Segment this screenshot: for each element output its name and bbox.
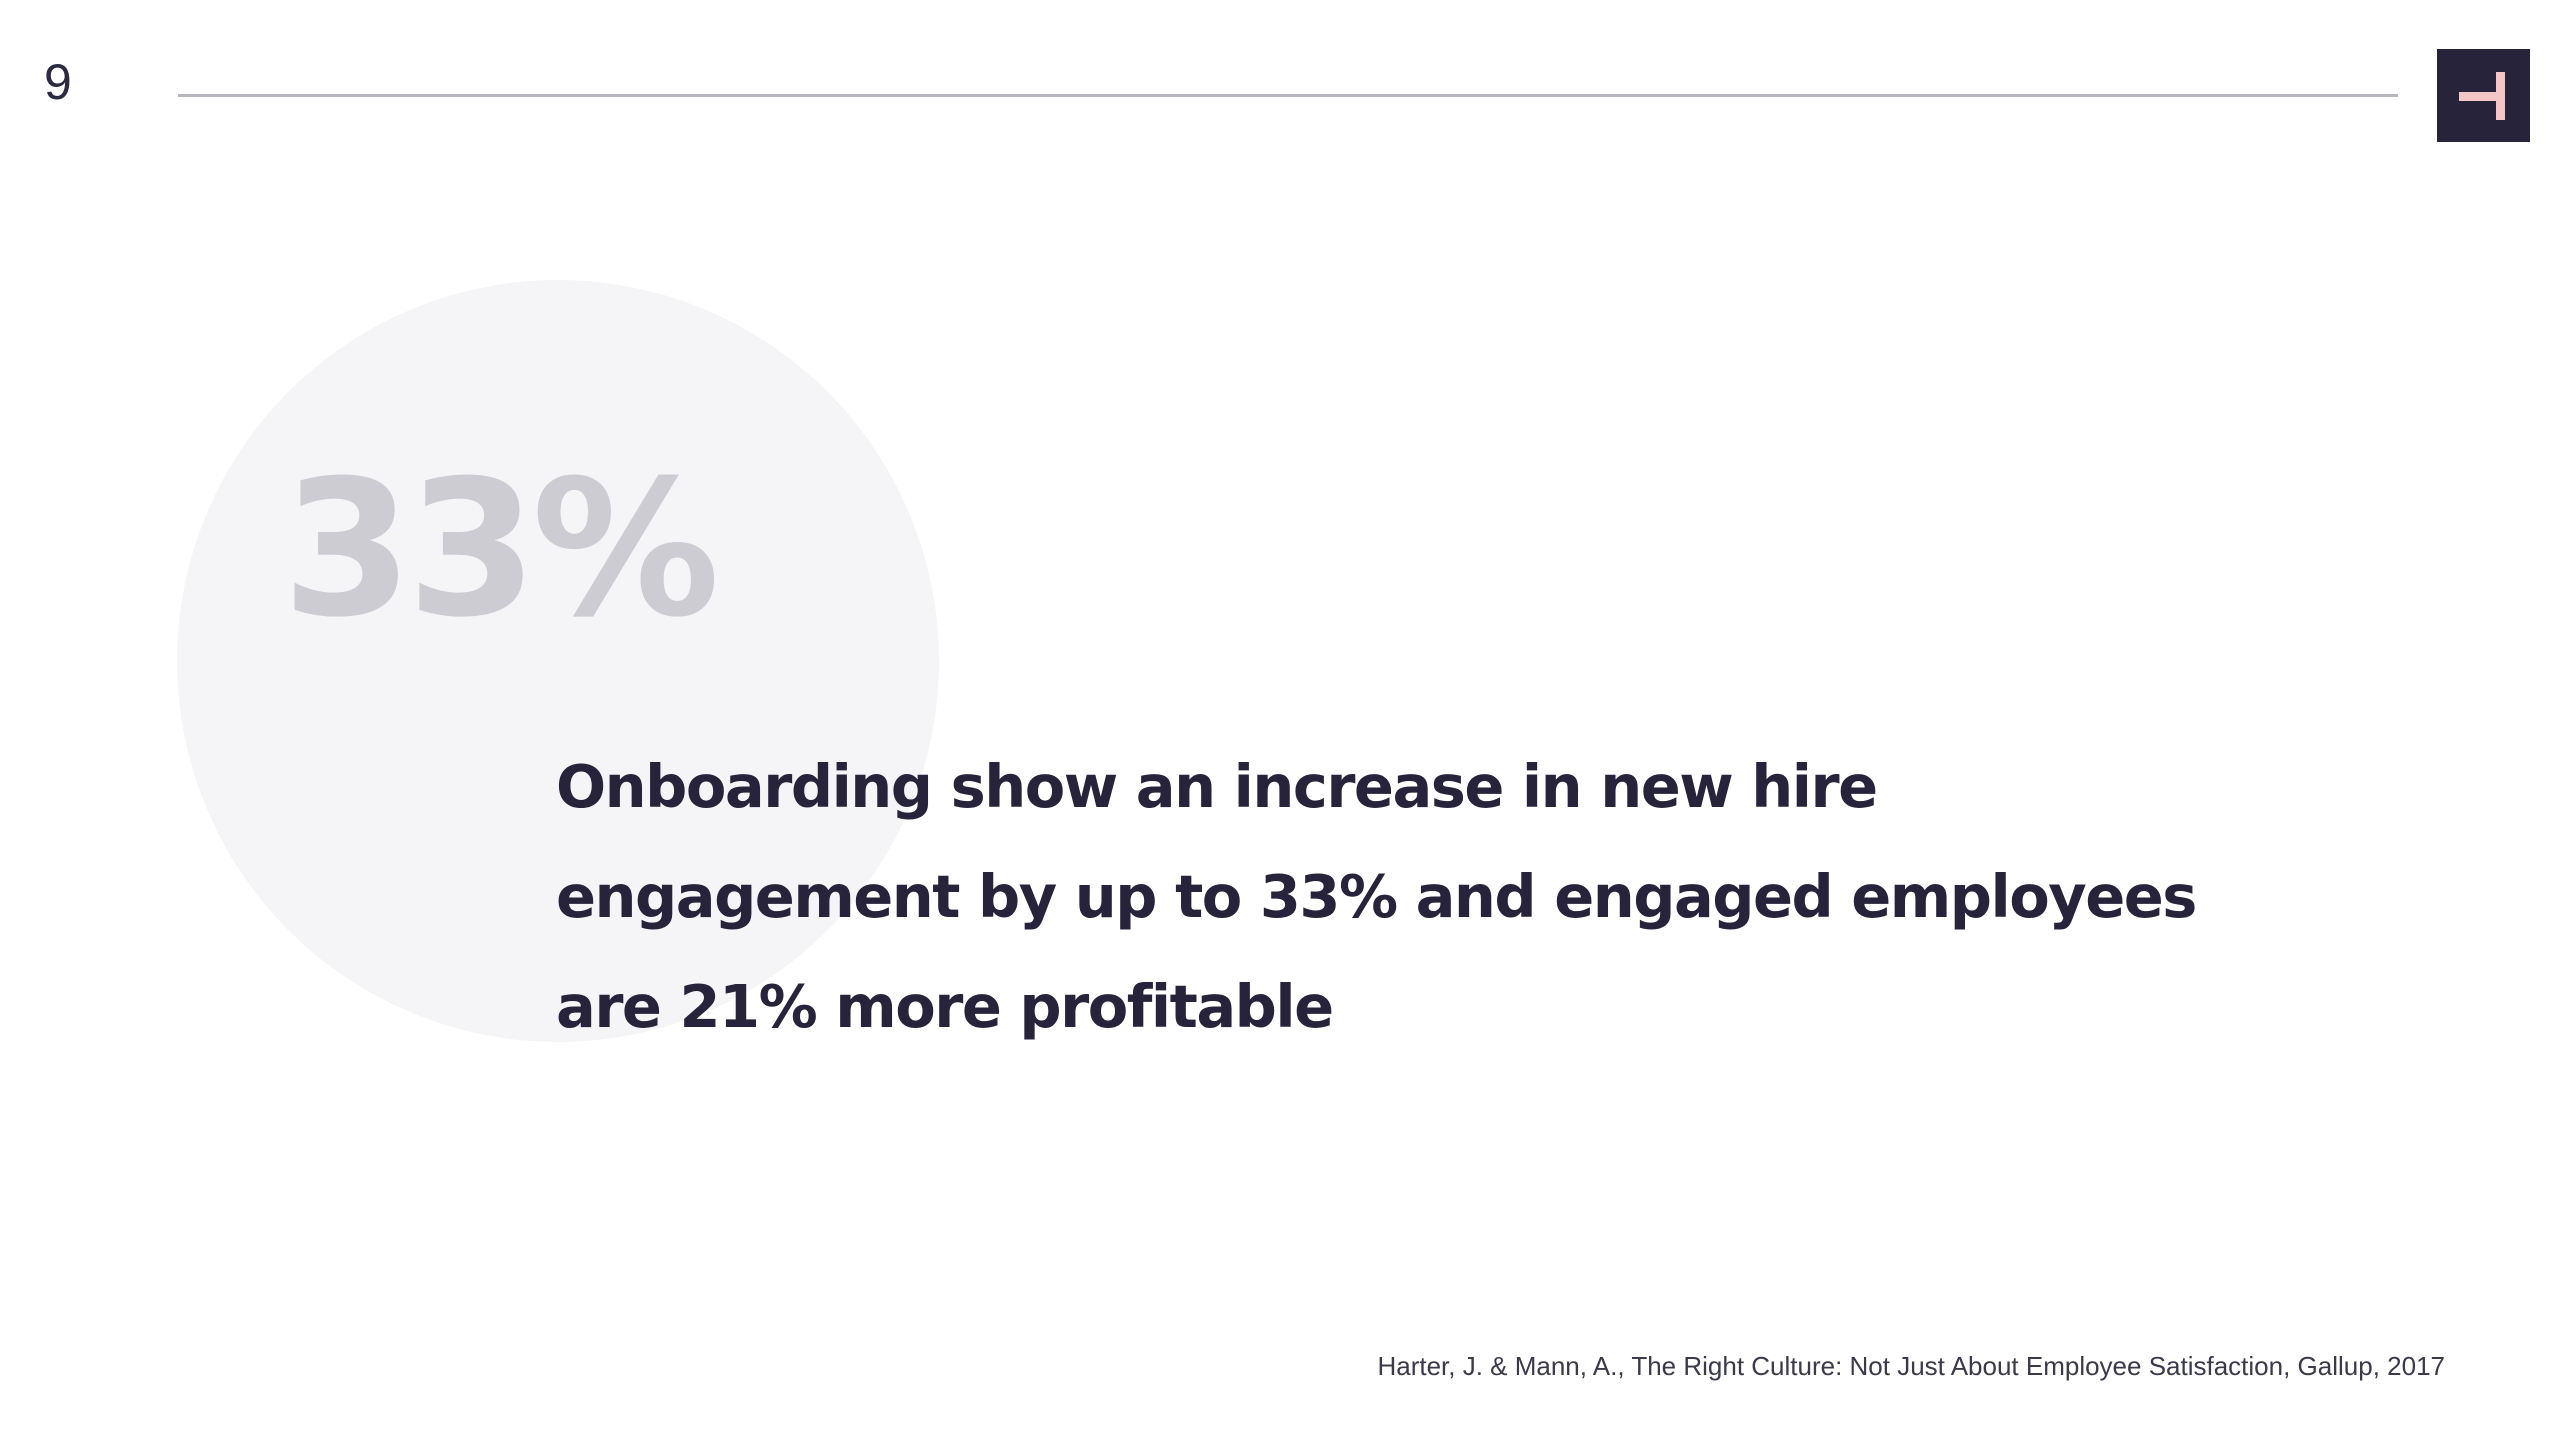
background-circle [177, 280, 939, 1042]
statement-line: engagement by up to 33% and engaged empl… [556, 862, 2197, 931]
key-statement: Onboarding show an increase in new hire … [556, 732, 2256, 1062]
page-number: 9 [44, 54, 72, 110]
highlight-stat: 33% [282, 440, 720, 659]
statement-line: Onboarding show an increase in new hire [556, 752, 1878, 821]
statement-line: are 21% more profitable [556, 972, 1334, 1041]
source-citation: Harter, J. & Mann, A., The Right Culture… [1377, 1351, 2445, 1381]
header-divider [178, 94, 2398, 97]
brand-logo-icon [2437, 49, 2530, 142]
